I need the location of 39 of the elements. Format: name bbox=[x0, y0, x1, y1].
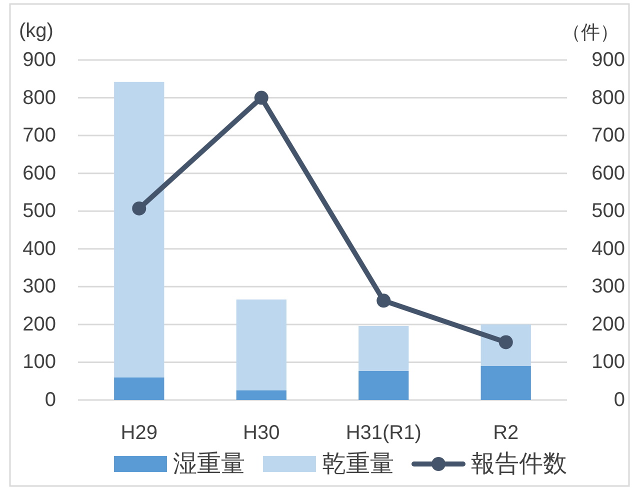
y-tick-label: 800 bbox=[22, 86, 56, 109]
legend-label: 報告件数 bbox=[471, 450, 567, 478]
y-tick-label: 0 bbox=[44, 389, 56, 411]
y2-tick-label: 900 bbox=[592, 49, 625, 71]
y2-tick-label: 700 bbox=[592, 124, 625, 147]
y2-axis-title: （件） bbox=[562, 22, 619, 44]
y2-tick-label: 0 bbox=[614, 389, 625, 411]
bar bbox=[114, 377, 164, 400]
y-tick-label: 900 bbox=[22, 49, 56, 71]
y-tick-label: 500 bbox=[22, 200, 56, 222]
y-tick-label: 300 bbox=[22, 276, 56, 298]
y-axis-title: (kg) bbox=[19, 20, 54, 42]
bar bbox=[114, 82, 164, 378]
y-tick-label: 600 bbox=[22, 162, 56, 184]
y2-tick-label: 100 bbox=[592, 351, 625, 374]
bar bbox=[358, 326, 409, 371]
y2-tick-label: 500 bbox=[592, 200, 625, 222]
x-tick-label: H30 bbox=[243, 422, 280, 444]
y2-tick-label: 600 bbox=[592, 162, 625, 184]
bar bbox=[236, 300, 286, 390]
point bbox=[132, 201, 146, 216]
legend-label: 乾重量 bbox=[322, 450, 394, 478]
bar bbox=[236, 390, 286, 400]
point bbox=[254, 90, 268, 105]
y-tick-label: 700 bbox=[22, 124, 56, 147]
y2-tick-label: 200 bbox=[592, 313, 625, 336]
y-tick-label: 200 bbox=[22, 313, 56, 336]
bar bbox=[358, 370, 409, 400]
legend-label: 湿重量 bbox=[173, 450, 245, 478]
y-tick-label: 100 bbox=[22, 351, 56, 374]
y2-tick-label: 400 bbox=[592, 238, 625, 260]
x-tick-label: R2 bbox=[493, 422, 519, 444]
bar bbox=[480, 366, 531, 400]
y2-tick-label: 800 bbox=[592, 86, 625, 109]
x-tick-label: H31(R1) bbox=[346, 422, 422, 444]
y2-tick-label: 300 bbox=[592, 276, 625, 298]
x-tick-label: H29 bbox=[120, 422, 158, 444]
y-tick-label: 400 bbox=[22, 238, 56, 260]
point bbox=[376, 294, 391, 308]
